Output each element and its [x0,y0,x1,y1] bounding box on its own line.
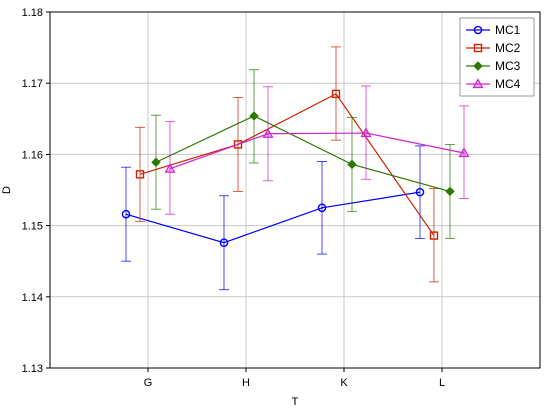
y-tick-label: 1.15 [22,221,43,233]
data-point-mc1 [121,209,131,219]
data-point-mc2 [429,231,439,240]
y-tick-label: 1.18 [22,7,43,19]
axis-ticks: 1.13 1.14 1.15 1.16 1.17 1.18 G H K L [22,7,445,389]
series-mc1 [121,145,425,291]
series-mc2 [135,46,439,283]
series-line-mc3 [155,115,451,193]
data-point-mc4 [360,127,372,138]
data-point-mc2 [331,89,341,99]
legend-label-mc1: MC1 [495,23,521,37]
y-tick-label: 1.17 [22,78,43,90]
x-tick-label: L [439,377,445,389]
legend-marker-mc2 [473,43,483,53]
series-line-mc1 [125,191,421,244]
data-point-mc1 [415,187,425,197]
data-point-mc2 [135,170,145,179]
y-tick-label: 1.13 [22,363,43,375]
data-point-mc3 [347,159,357,170]
y-tick-label: 1.16 [22,149,43,161]
x-tick-label: H [242,377,250,389]
data-point-mc1 [317,203,327,213]
series-line-mc4 [169,132,465,170]
series-mc3 [151,69,455,239]
legend-box [459,17,535,97]
legend-label-mc4: MC4 [495,77,521,91]
data-point-mc3 [445,186,455,197]
legend-marker-mc4 [472,78,484,89]
legend: MC1 MC2 MC3 MC4 [459,17,535,97]
legend-label-mc3: MC3 [495,59,521,73]
legend-marker-mc3 [473,61,483,71]
legend-item-mc1: MC1 [466,23,521,37]
legend-item-mc3: MC3 [466,59,521,73]
data-point-mc3 [151,157,161,167]
series-mc4 [164,85,470,215]
plot-frame [49,11,541,369]
x-axis-title: T [292,396,299,408]
series-line-mc2 [139,93,435,236]
data-point-mc4 [164,162,176,173]
series-layer [121,46,470,291]
legend-item-mc4: MC4 [466,77,521,91]
grid [50,12,540,368]
x-tick-label: G [144,377,153,389]
y-axis-title: D [1,186,13,194]
legend-marker-mc1 [473,25,483,35]
data-point-mc2 [233,140,243,149]
y-tick-label: 1.14 [22,292,43,304]
data-point-mc3 [249,111,259,121]
data-point-mc4 [262,128,274,138]
legend-label-mc2: MC2 [495,41,521,55]
data-point-mc4 [458,147,470,158]
x-tick-label: K [340,377,348,389]
legend-item-mc2: MC2 [466,41,521,55]
data-point-mc1 [219,238,229,247]
